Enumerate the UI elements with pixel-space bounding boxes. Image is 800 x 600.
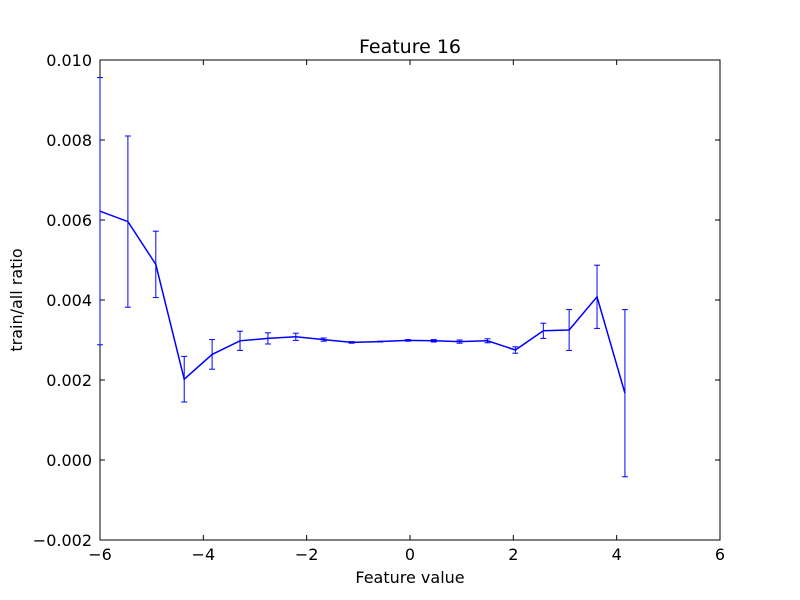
chart-title: Feature 16 [359, 36, 461, 58]
y-tick-label: 0.004 [46, 291, 92, 310]
x-tick-label: −4 [192, 545, 216, 564]
y-tick-label: 0.008 [46, 131, 92, 150]
x-tick-label: 0 [405, 545, 415, 564]
x-tick-label: 2 [508, 545, 518, 564]
series-line [99, 210, 626, 394]
y-tick-label: −0.002 [33, 531, 92, 550]
x-tick-label: −6 [88, 545, 112, 564]
y-tick-label: 0.000 [46, 451, 92, 470]
y-tick-label: 0.002 [46, 371, 92, 390]
plot-area [99, 59, 721, 541]
y-axis-label: train/all ratio [7, 248, 26, 351]
x-tick-label: −2 [295, 545, 319, 564]
x-axis-label: Feature value [355, 568, 464, 587]
y-tick-label: 0.010 [46, 51, 92, 70]
axis-ticks [99, 59, 721, 541]
x-tick-label: 6 [715, 545, 725, 564]
axis-tick-labels: −6 −4 −2 0 2 4 6 −0.002 0.000 0.002 0.004 0.006 0.00… [33, 51, 725, 564]
x-tick-label: 4 [612, 545, 622, 564]
y-tick-label: 0.006 [46, 211, 92, 230]
